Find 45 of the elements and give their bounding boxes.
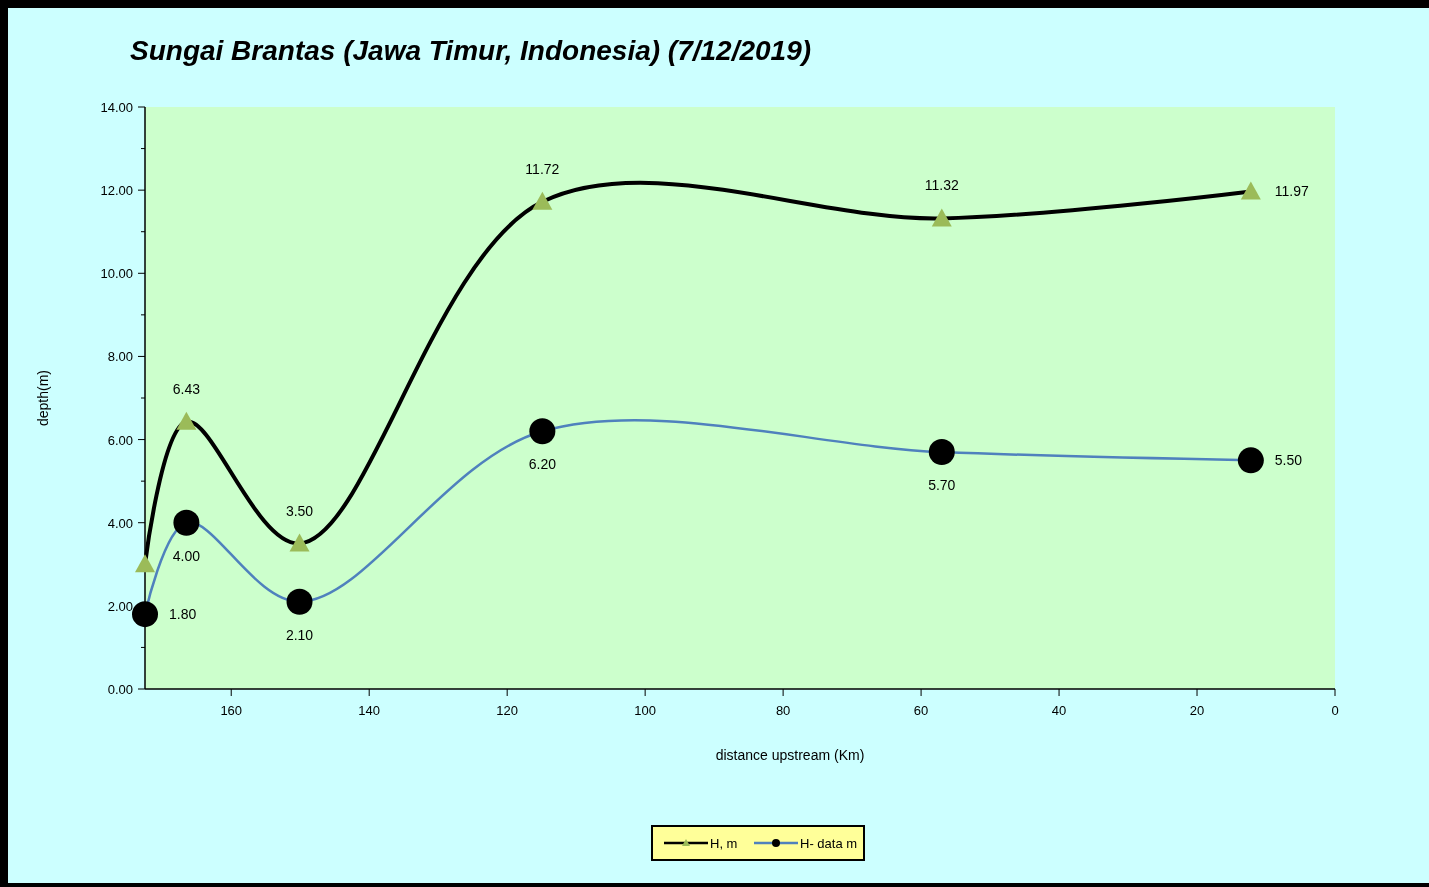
point xyxy=(286,588,313,615)
data-label: 5.70 xyxy=(928,477,956,494)
y-tick-label: 6.00 xyxy=(107,432,133,448)
x-tick-label: 140 xyxy=(358,703,381,718)
point xyxy=(132,601,158,628)
y-tick-label: 10.00 xyxy=(100,266,133,282)
x-tick-label: 20 xyxy=(1189,703,1205,718)
data-label: 6.43 xyxy=(172,380,201,397)
point xyxy=(529,418,556,445)
x-axis-title: distance upstream (Km) xyxy=(715,747,865,763)
point xyxy=(1240,181,1261,200)
point xyxy=(289,533,310,552)
data-label: 1.80 xyxy=(169,606,197,623)
y-tick-label: 4.00 xyxy=(107,515,133,531)
point xyxy=(135,554,155,573)
point xyxy=(173,509,200,536)
chart-title: Sungai Brantas (Jawa Timur, Indonesia) (7/12/2019) xyxy=(130,35,812,66)
y-axis-title: depth(m) xyxy=(35,369,51,427)
legend-label: H- data m xyxy=(800,836,858,851)
y-tick-label: 0.00 xyxy=(107,682,133,697)
data-label: 11.32 xyxy=(924,177,959,194)
data-label: 4.00 xyxy=(172,547,201,564)
legend-label: H, m xyxy=(710,836,738,851)
point xyxy=(1237,447,1264,474)
x-tick-label: 80 xyxy=(775,703,791,718)
data-label: 5.50 xyxy=(1274,452,1303,469)
data-label: 3.50 xyxy=(285,502,314,519)
y-tick-label: 2.00 xyxy=(107,598,133,614)
y-tick-label: 8.00 xyxy=(107,349,133,365)
point xyxy=(928,439,955,466)
data-label: 6.20 xyxy=(528,456,557,473)
x-tick-label: 160 xyxy=(220,703,243,718)
data-label: 11.97 xyxy=(1274,183,1310,200)
x-tick-label: 0 xyxy=(1331,703,1339,718)
point xyxy=(532,191,553,210)
x-tick-label: 60 xyxy=(913,703,929,718)
x-tick-label: 100 xyxy=(634,703,656,718)
y-tick-label: 14.00 xyxy=(100,100,133,115)
x-tick-label: 120 xyxy=(496,703,519,718)
data-label: 2.10 xyxy=(285,626,314,643)
x-tick-label: 40 xyxy=(1051,703,1067,718)
point xyxy=(176,411,197,430)
point xyxy=(931,208,952,227)
data-label: 11.72 xyxy=(525,160,560,177)
y-tick-label: 12.00 xyxy=(100,183,133,199)
